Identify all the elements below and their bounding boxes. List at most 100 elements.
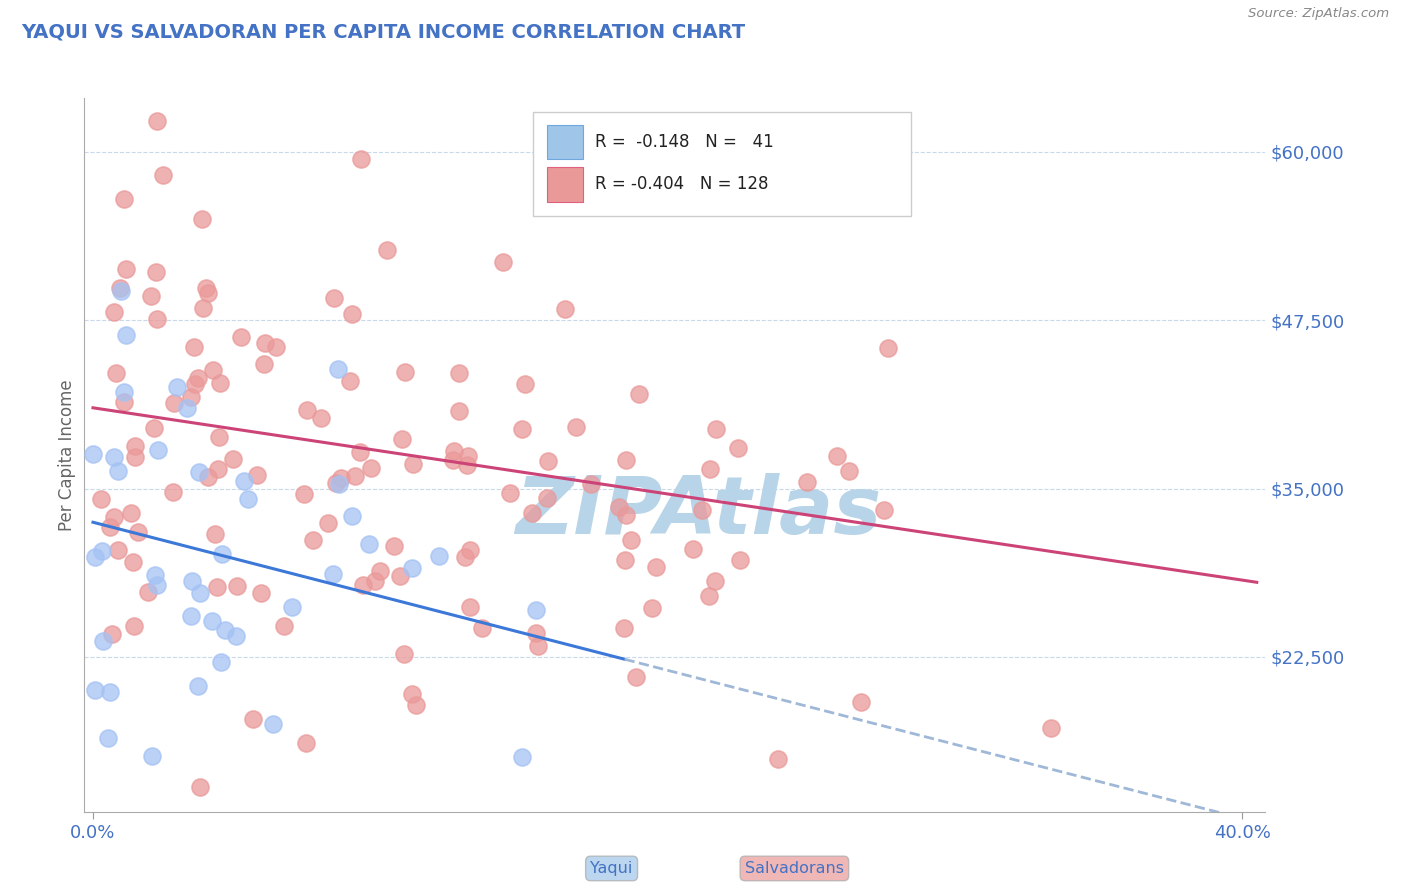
Point: [537, 454, 560, 468]
Point: [295, 736, 318, 750]
Point: [103, 510, 125, 524]
Point: [513, 376, 536, 391]
Point: [186, 371, 208, 385]
Point: [208, 430, 231, 444]
Point: [359, 537, 381, 551]
Point: [242, 712, 264, 726]
Point: [142, 421, 165, 435]
Point: [197, 285, 219, 300]
Point: [851, 695, 873, 709]
Point: [471, 621, 494, 635]
Point: [232, 474, 254, 488]
Point: [697, 590, 720, 604]
Point: [201, 614, 224, 628]
Point: [645, 559, 668, 574]
Point: [103, 305, 125, 319]
Point: [524, 625, 547, 640]
Point: [127, 525, 149, 540]
Point: [115, 261, 138, 276]
Point: [536, 491, 558, 505]
Point: [136, 584, 159, 599]
Point: [294, 487, 316, 501]
Point: [368, 564, 391, 578]
Point: [454, 550, 477, 565]
Point: [91, 544, 114, 558]
Point: [402, 457, 425, 471]
Text: R = -0.404   N = 128: R = -0.404 N = 128: [595, 176, 768, 194]
Point: [401, 687, 423, 701]
Point: [214, 623, 236, 637]
Point: [103, 450, 125, 464]
Text: YAQUI VS SALVADORAN PER CAPITA INCOME CORRELATION CHART: YAQUI VS SALVADORAN PER CAPITA INCOME CO…: [21, 22, 745, 41]
Point: [616, 508, 638, 522]
Point: [146, 442, 169, 457]
Point: [353, 578, 375, 592]
Point: [252, 357, 274, 371]
Point: [201, 363, 224, 377]
FancyBboxPatch shape: [547, 168, 582, 202]
Point: [311, 411, 333, 425]
Point: [122, 555, 145, 569]
Point: [180, 574, 202, 588]
Point: [253, 336, 276, 351]
Point: [273, 619, 295, 633]
Point: [388, 569, 411, 583]
Point: [163, 395, 186, 409]
Point: [441, 453, 464, 467]
Point: [825, 449, 848, 463]
Point: [93, 633, 115, 648]
Point: [325, 475, 347, 490]
Point: [796, 475, 818, 489]
Point: [456, 458, 478, 472]
Point: [262, 717, 284, 731]
Point: [225, 629, 247, 643]
Point: [195, 281, 218, 295]
Point: [104, 366, 127, 380]
Point: [492, 255, 515, 269]
Point: [184, 377, 207, 392]
Point: [510, 749, 533, 764]
Point: [211, 547, 233, 561]
Point: [187, 680, 209, 694]
Point: [457, 449, 479, 463]
Point: [98, 519, 121, 533]
Point: [624, 670, 647, 684]
Point: [162, 485, 184, 500]
Point: [188, 466, 211, 480]
Point: [191, 301, 214, 315]
Point: [122, 619, 145, 633]
Point: [322, 567, 344, 582]
Point: [208, 376, 231, 391]
Point: [188, 780, 211, 795]
Point: [690, 503, 713, 517]
Point: [554, 301, 576, 316]
Point: [339, 375, 361, 389]
Point: [727, 441, 749, 455]
Point: [768, 752, 790, 766]
Point: [838, 464, 860, 478]
Point: [112, 384, 135, 399]
Point: [180, 391, 202, 405]
Point: [524, 603, 547, 617]
Point: [614, 453, 637, 467]
Point: [124, 439, 146, 453]
Point: [82, 447, 104, 461]
Point: [112, 192, 135, 206]
Point: [699, 462, 721, 476]
Point: [226, 579, 249, 593]
Point: [391, 432, 413, 446]
Point: [460, 543, 482, 558]
FancyBboxPatch shape: [533, 112, 911, 216]
Point: [110, 285, 132, 299]
Point: [350, 153, 373, 167]
Point: [581, 476, 603, 491]
Point: [83, 683, 105, 698]
Point: [447, 366, 470, 380]
Point: [145, 568, 167, 582]
Point: [231, 330, 253, 344]
Point: [877, 342, 900, 356]
Point: [628, 386, 651, 401]
Text: R =  -0.148   N =   41: R = -0.148 N = 41: [595, 133, 773, 151]
Point: [97, 731, 120, 745]
Point: [323, 292, 346, 306]
